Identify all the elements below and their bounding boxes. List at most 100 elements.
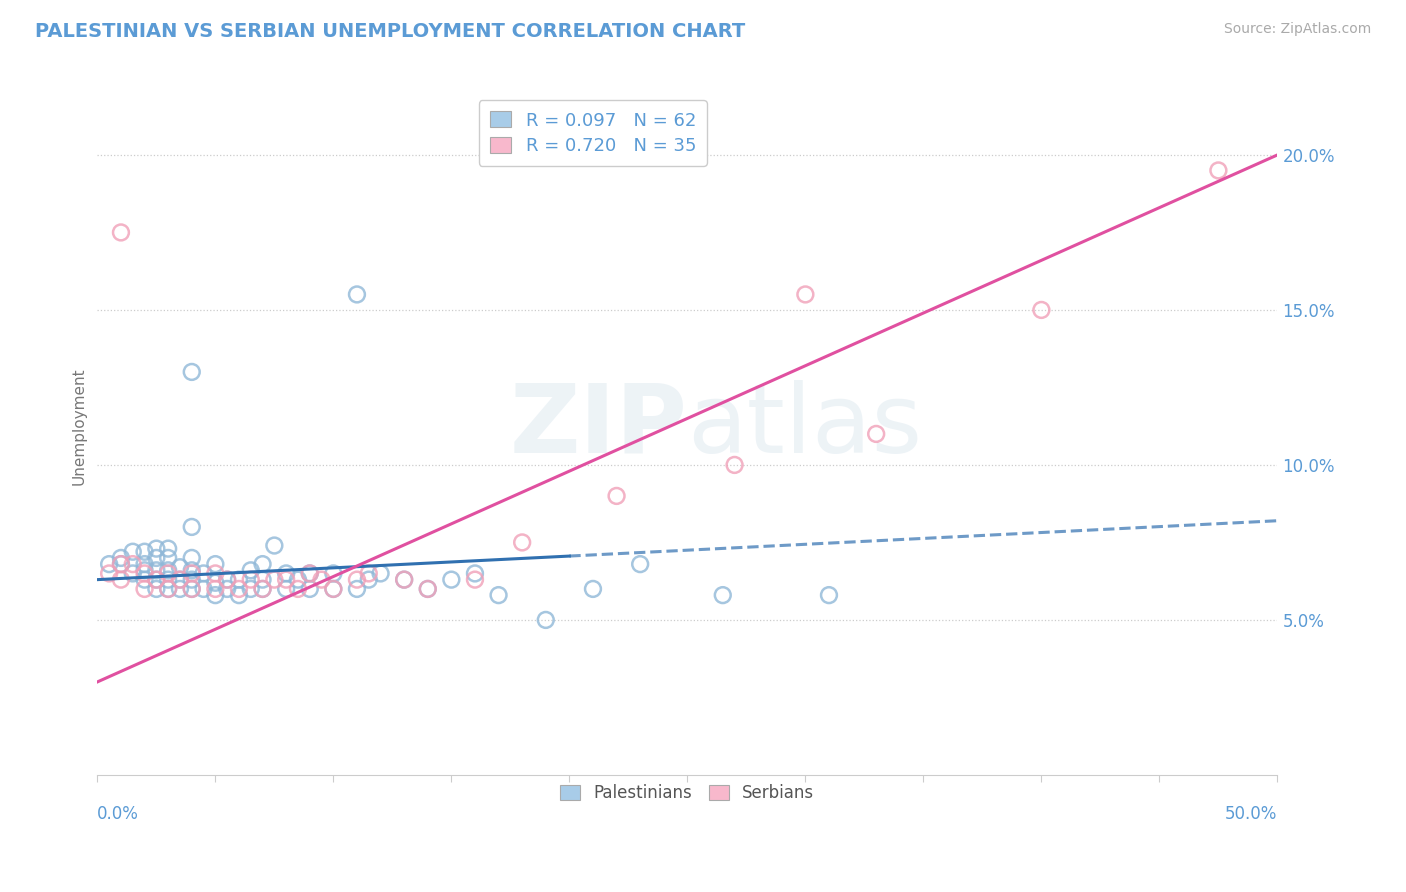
Point (794, 287, 817, 301)
Point (145, 550, 167, 565)
Text: 50.0%: 50.0% (1225, 805, 1278, 823)
Point (392, 573, 415, 587)
Point (110, 557, 132, 571)
Point (157, 582, 180, 596)
Point (322, 582, 344, 596)
Point (628, 557, 651, 571)
Y-axis label: Unemployment: Unemployment (72, 368, 86, 485)
Point (204, 557, 226, 571)
Point (121, 566, 143, 581)
Point (582, 582, 605, 596)
Point (311, 573, 333, 587)
Point (464, 566, 486, 581)
Point (534, 613, 557, 627)
Point (217, 573, 239, 587)
Point (180, 550, 202, 565)
Point (110, 550, 132, 565)
Point (818, 588, 841, 602)
Point (98, 566, 121, 581)
Point (228, 582, 250, 596)
Point (134, 557, 156, 571)
Point (134, 573, 156, 587)
Point (263, 573, 285, 587)
Point (239, 582, 262, 596)
Point (298, 582, 321, 596)
Point (723, 458, 745, 472)
Point (464, 573, 486, 587)
Text: ZIP: ZIP (509, 380, 688, 473)
Point (180, 520, 202, 534)
Point (711, 588, 734, 602)
Text: Source: ZipAtlas.com: Source: ZipAtlas.com (1223, 22, 1371, 37)
Point (145, 573, 167, 587)
Point (110, 573, 132, 587)
Point (169, 573, 191, 587)
Point (276, 582, 298, 596)
Point (239, 563, 262, 577)
Point (370, 566, 392, 581)
Point (157, 566, 180, 581)
Point (228, 588, 250, 602)
Text: atlas: atlas (688, 380, 922, 473)
Legend: Palestinians, Serbians: Palestinians, Serbians (554, 777, 821, 808)
Point (217, 573, 239, 587)
Point (263, 539, 285, 553)
Point (169, 582, 191, 596)
Point (322, 566, 344, 581)
Point (204, 588, 226, 602)
Point (322, 582, 344, 596)
Text: 0.0%: 0.0% (97, 805, 139, 823)
Point (121, 557, 143, 571)
Point (169, 560, 191, 574)
Point (204, 566, 226, 581)
Point (157, 582, 180, 596)
Point (606, 489, 628, 503)
Point (346, 287, 368, 301)
Point (416, 582, 439, 596)
Point (134, 545, 156, 559)
Point (287, 582, 309, 596)
Point (252, 582, 274, 596)
Point (145, 573, 167, 587)
Point (180, 582, 202, 596)
Point (252, 573, 274, 587)
Point (1031, 302, 1053, 317)
Point (488, 588, 510, 602)
Point (865, 426, 887, 441)
Point (298, 566, 321, 581)
Point (157, 550, 180, 565)
Point (510, 535, 533, 549)
Point (193, 566, 215, 581)
Point (121, 545, 143, 559)
Point (228, 573, 250, 587)
Point (287, 573, 309, 587)
Point (157, 541, 180, 556)
Point (357, 566, 380, 581)
Point (145, 582, 167, 596)
Point (180, 566, 202, 581)
Point (180, 563, 202, 577)
Point (204, 575, 226, 590)
Point (416, 582, 439, 596)
Point (392, 573, 415, 587)
Point (252, 582, 274, 596)
Point (346, 582, 368, 596)
Point (193, 582, 215, 596)
Point (276, 573, 298, 587)
Point (239, 573, 262, 587)
Point (276, 566, 298, 581)
Point (134, 582, 156, 596)
Point (169, 573, 191, 587)
Point (110, 557, 132, 571)
Point (157, 563, 180, 577)
Point (110, 226, 132, 240)
Point (440, 573, 463, 587)
Point (346, 573, 368, 587)
Point (157, 573, 180, 587)
Point (180, 573, 202, 587)
Point (145, 541, 167, 556)
Point (252, 557, 274, 571)
Point (298, 566, 321, 581)
Point (180, 582, 202, 596)
Point (180, 365, 202, 379)
